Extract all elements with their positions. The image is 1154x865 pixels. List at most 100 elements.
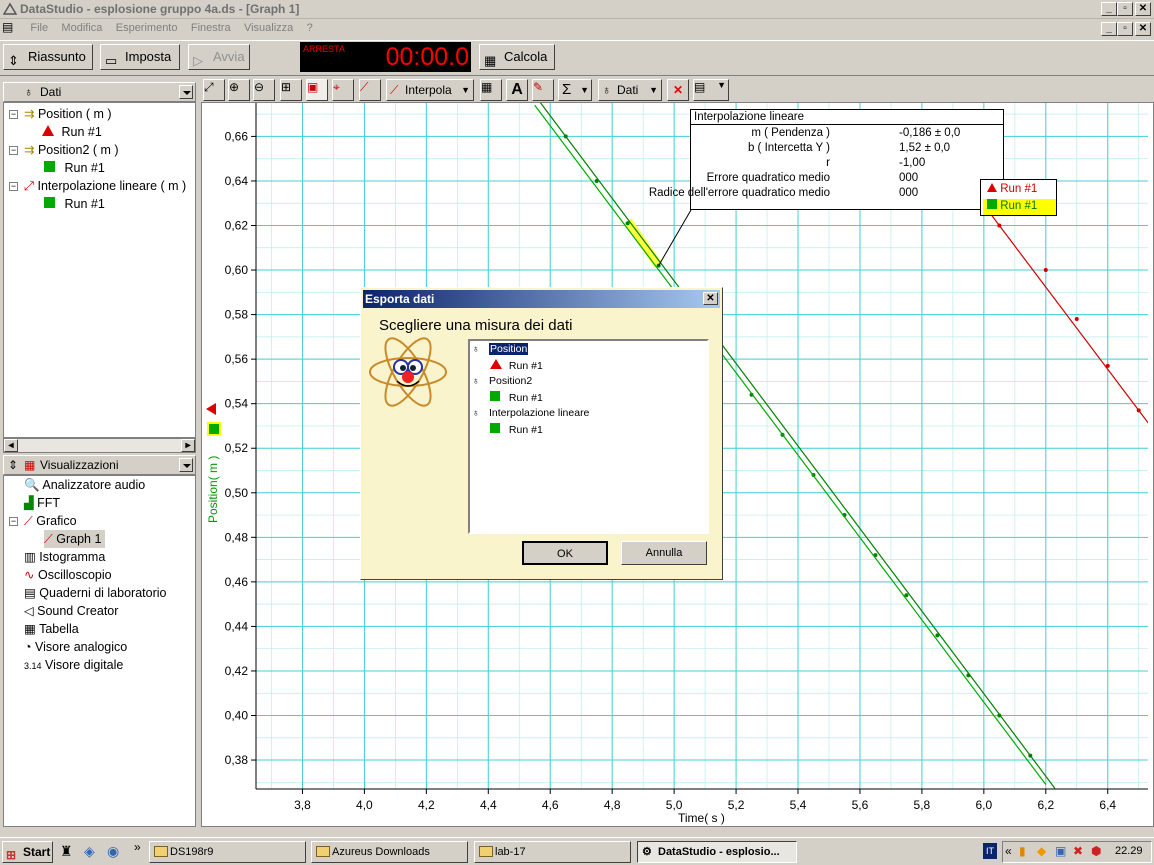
tree-item-run[interactable]: Run #1 bbox=[44, 159, 105, 177]
doc-close-button[interactable]: ✕ bbox=[1135, 22, 1151, 36]
vis-item-istogramma[interactable]: ▥ Istogramma bbox=[24, 548, 105, 566]
menu-help[interactable]: ? bbox=[306, 22, 313, 34]
folder-icon bbox=[154, 846, 168, 857]
task-datastudio[interactable]: ⚙ DataStudio - esplosio... bbox=[637, 841, 797, 863]
slope-tool-button[interactable]: ⟋ bbox=[359, 79, 381, 101]
dati-panel-header[interactable]: ♁ Dati bbox=[3, 82, 196, 102]
annulla-button[interactable]: Annulla bbox=[621, 541, 707, 565]
browser-icon[interactable]: ◉ bbox=[107, 843, 120, 859]
quicklaunch-icon[interactable]: ♜ bbox=[60, 843, 73, 859]
imposta-button[interactable]: ▭ Imposta bbox=[100, 44, 180, 70]
start-button[interactable]: ⊞ Start bbox=[2, 841, 53, 863]
horizontal-scrollbar[interactable]: ◂ ▸ bbox=[3, 438, 196, 453]
y-tick-label: 0,46 bbox=[225, 575, 249, 589]
slope-icon: ⟋ bbox=[360, 80, 369, 94]
y-axis-run2-marker[interactable] bbox=[207, 422, 221, 436]
collapse-toggle[interactable]: − bbox=[9, 145, 18, 155]
vis-item-digitale[interactable]: 3.14 Visore digitale bbox=[24, 656, 123, 674]
y-tick-label: 0,52 bbox=[225, 441, 249, 455]
interpola-button[interactable]: ⟋ Interpola ▼ bbox=[386, 79, 474, 101]
collapse-toggle[interactable]: − bbox=[9, 109, 18, 119]
expand-tray-icon[interactable]: « bbox=[1005, 844, 1012, 858]
menu-modifica[interactable]: Modifica bbox=[61, 22, 103, 34]
menu-file[interactable]: File bbox=[30, 22, 49, 34]
vis-item-fft[interactable]: ▟ FFT bbox=[24, 494, 60, 512]
zoom-in-button[interactable]: ⊕ bbox=[228, 79, 250, 101]
smart-tool-button[interactable]: ▣ bbox=[306, 79, 328, 101]
menu-finestra[interactable]: Finestra bbox=[190, 22, 231, 34]
note-button[interactable]: ✎ bbox=[532, 79, 554, 101]
tree-item-run[interactable]: Run #1 bbox=[44, 195, 105, 213]
statistics-button[interactable]: Σ ▼ bbox=[558, 79, 592, 101]
more-icon[interactable]: » bbox=[134, 840, 141, 854]
tree-item-position2[interactable]: ⇉ Position2 ( m ) bbox=[24, 141, 119, 159]
fit-info-box[interactable]: Interpolazione lineare m ( Pendenza ) -0,… bbox=[649, 109, 1004, 210]
antivirus-icon[interactable]: ✖ bbox=[1073, 844, 1084, 858]
security-icon[interactable]: ⬢ bbox=[1091, 844, 1102, 858]
collapse-toggle[interactable]: − bbox=[9, 516, 18, 526]
list-item-position[interactable]: Position bbox=[489, 343, 529, 355]
app-minimize-button[interactable]: _ bbox=[1101, 2, 1117, 16]
app-close-button[interactable]: ✕ bbox=[1135, 2, 1151, 16]
main-toolbar bbox=[0, 40, 1154, 76]
vis-item-grafico[interactable]: ⟋ Grafico bbox=[24, 512, 77, 530]
vis-item-graph1[interactable]: ⟋ Graph 1 bbox=[44, 530, 106, 548]
app-restore-button[interactable]: ▫ bbox=[1117, 2, 1133, 16]
list-item-run[interactable]: Run #1 bbox=[490, 359, 543, 372]
calcola-button[interactable]: ▦ Calcola bbox=[479, 44, 555, 70]
graph-settings-button[interactable]: ▤ ▼ bbox=[693, 79, 729, 101]
avvia-button[interactable]: ▷ Avvia bbox=[188, 44, 250, 70]
doc-restore-button[interactable]: ▫ bbox=[1117, 22, 1133, 36]
scroll-left-icon[interactable]: ◂ bbox=[4, 439, 18, 452]
list-item-run[interactable]: Run #1 bbox=[490, 391, 543, 404]
zoom-out-button[interactable]: ⊖ bbox=[253, 79, 275, 101]
vis-panel-header[interactable]: ⇕ ▦ Visualizzazioni bbox=[3, 455, 196, 475]
collapse-toggle[interactable]: − bbox=[9, 181, 18, 191]
vis-item-quaderni[interactable]: ▤ Quaderni di laboratorio bbox=[24, 584, 166, 602]
scroll-right-icon[interactable]: ▸ bbox=[181, 439, 195, 452]
y-axis-run1-marker[interactable] bbox=[206, 403, 216, 415]
ok-button[interactable]: OK bbox=[522, 541, 608, 565]
tree-item-position[interactable]: ⇉ Position ( m ) bbox=[24, 105, 112, 123]
legend[interactable]: Run #1 Run #1 bbox=[980, 179, 1057, 216]
dialog-title: Esporta dati bbox=[365, 292, 435, 306]
dialog-close-button[interactable]: ✕ bbox=[703, 292, 718, 305]
list-item-run[interactable]: Run #1 bbox=[490, 423, 543, 436]
vis-item-analogico[interactable]: ◔ Visore analogico bbox=[24, 638, 127, 656]
annotation-button[interactable]: A bbox=[506, 79, 528, 101]
chevron-down-icon[interactable] bbox=[179, 85, 193, 99]
green-square-icon bbox=[987, 199, 997, 209]
network-icon[interactable]: ▣ bbox=[1055, 844, 1067, 858]
shield-icon[interactable]: ◆ bbox=[1037, 844, 1047, 858]
zoom-select-button[interactable]: ⊞ bbox=[280, 79, 302, 101]
vis-item-sound[interactable]: ◁ Sound Creator bbox=[24, 602, 118, 620]
y-tick-label: 0,60 bbox=[225, 263, 249, 277]
task-azureus[interactable]: Azureus Downloads bbox=[311, 841, 468, 863]
autoscale-button[interactable]: ⤢ bbox=[203, 79, 225, 101]
delete-button[interactable]: ✕ bbox=[667, 79, 689, 101]
smart-cursor-button[interactable]: ⌖ bbox=[332, 79, 354, 101]
series-group bbox=[534, 103, 1148, 789]
language-indicator[interactable]: IT bbox=[983, 843, 997, 859]
tree-item-fit[interactable]: ⤢ Interpolazione lineare ( m ) bbox=[24, 177, 186, 195]
vis-item-audio[interactable]: 🔍 Analizzatore audio bbox=[24, 476, 145, 494]
tray-icon[interactable]: ▮ bbox=[1019, 844, 1026, 858]
calculator-button[interactable]: ▦ bbox=[480, 79, 502, 101]
desktop-icon[interactable]: ◈ bbox=[84, 843, 95, 859]
vis-item-oscilloscopio[interactable]: ∿ Oscilloscopio bbox=[24, 566, 112, 584]
task-ds198r9[interactable]: DS198r9 bbox=[149, 841, 306, 863]
list-item-position2[interactable]: Position2 bbox=[489, 375, 533, 387]
dati-button[interactable]: ♁ Dati ▼ bbox=[598, 79, 662, 101]
list-item-fit[interactable]: Interpolazione lineare bbox=[489, 407, 590, 419]
vis-item-tabella[interactable]: ▦ Tabella bbox=[24, 620, 79, 638]
y-tick-label: 0,40 bbox=[225, 709, 249, 723]
tree-item-run[interactable]: Run #1 bbox=[42, 123, 102, 141]
chevron-down-icon[interactable] bbox=[179, 458, 193, 472]
measure-list[interactable]: ♁ Position Run #1 ♁ Position2 Run #1 ♁ I… bbox=[468, 339, 709, 534]
doc-minimize-button[interactable]: _ bbox=[1101, 22, 1117, 36]
menu-esperimento[interactable]: Esperimento bbox=[115, 22, 178, 34]
menu-visualizza[interactable]: Visualizza bbox=[243, 22, 294, 34]
y-tick-label: 0,38 bbox=[225, 753, 249, 767]
task-lab17[interactable]: lab-17 bbox=[474, 841, 631, 863]
riassunto-button[interactable]: ⇕ Riassunto bbox=[3, 44, 93, 70]
